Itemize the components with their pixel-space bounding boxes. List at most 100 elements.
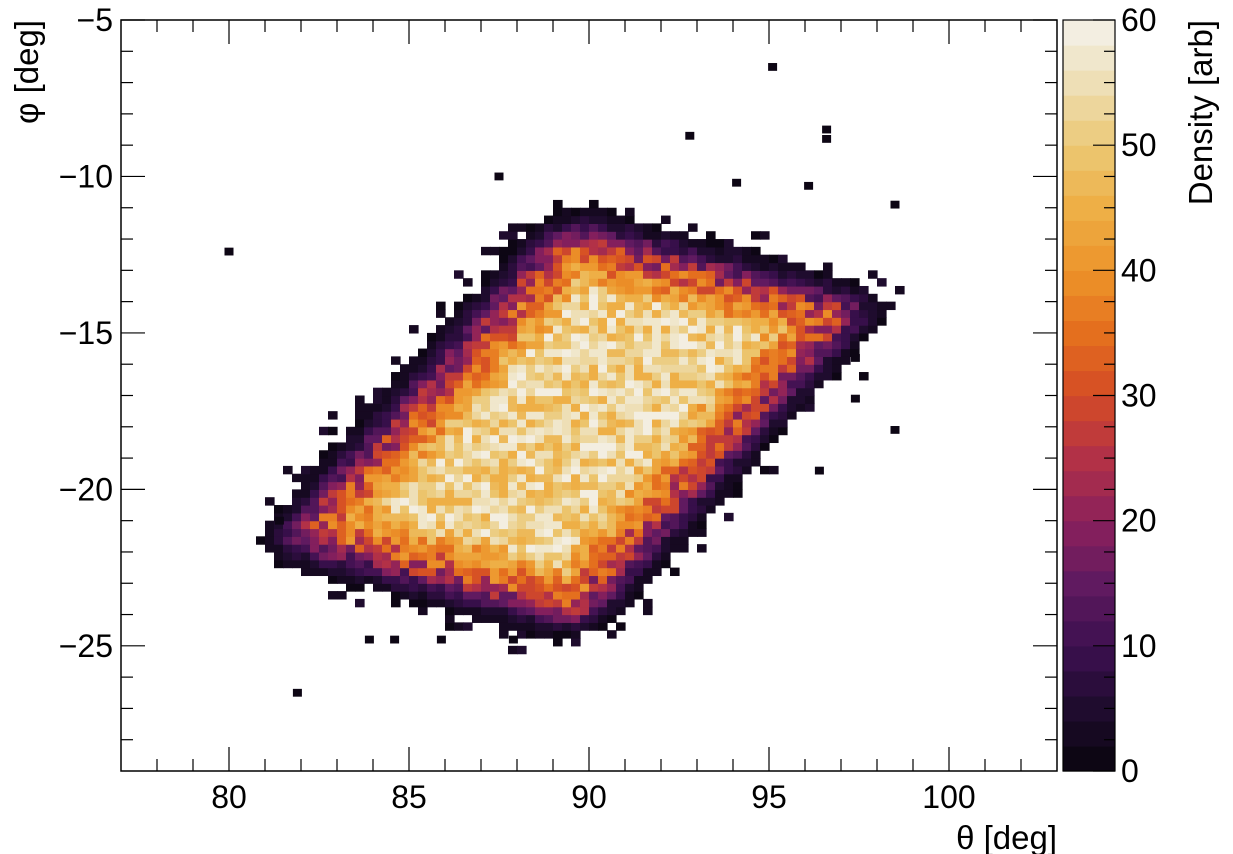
heatmap-bin — [544, 301, 554, 311]
heatmap-bin — [553, 239, 563, 248]
heatmap-bin — [427, 411, 437, 420]
colorbar-tick-label: 40 — [1121, 252, 1157, 288]
heatmap-bin — [715, 340, 725, 350]
heatmap-bin — [427, 364, 437, 373]
heatmap-bin — [553, 325, 563, 334]
heatmap-bin — [427, 418, 437, 428]
heatmap-bin — [733, 372, 743, 381]
heatmap-bin — [562, 340, 572, 350]
heatmap-bin — [553, 497, 563, 506]
heatmap-bin — [769, 332, 779, 342]
heatmap-bin — [355, 559, 365, 569]
heatmap-bin — [517, 645, 527, 655]
heatmap-bin — [778, 364, 788, 373]
heatmap-bin — [553, 301, 563, 311]
heatmap-bin — [553, 215, 563, 224]
heatmap-bin — [670, 317, 680, 326]
heatmap-bin — [724, 246, 734, 256]
heatmap-bin — [508, 356, 518, 365]
heatmap-bin — [319, 426, 329, 436]
heatmap-bin — [571, 544, 581, 553]
heatmap-bin — [454, 411, 464, 420]
heatmap-bin — [652, 403, 662, 412]
heatmap-bin — [418, 559, 428, 569]
heatmap-bin — [400, 418, 410, 428]
heatmap-bin — [517, 254, 527, 264]
heatmap-bin — [409, 489, 419, 498]
heatmap-bin — [634, 254, 644, 264]
heatmap-bin — [661, 317, 671, 326]
heatmap-bin — [607, 450, 617, 459]
heatmap-bin — [499, 434, 509, 444]
heatmap-bin — [778, 356, 788, 365]
heatmap-bin — [688, 489, 698, 498]
heatmap-bin — [796, 270, 806, 279]
heatmap-bin — [445, 497, 455, 506]
heatmap-bin — [562, 231, 572, 240]
heatmap-bin — [508, 505, 518, 514]
heatmap-bin — [760, 340, 770, 350]
heatmap-bin — [850, 309, 860, 318]
heatmap-bin — [787, 317, 797, 326]
heatmap-bin — [454, 575, 464, 584]
heatmap-bin — [463, 332, 473, 342]
heatmap-bin — [688, 411, 698, 420]
heatmap-bin — [661, 497, 671, 506]
heatmap-bin — [508, 536, 518, 545]
heatmap-bin — [760, 309, 770, 318]
heatmap-bin — [301, 512, 311, 522]
heatmap-bin — [535, 583, 545, 592]
heatmap-bin — [508, 223, 518, 232]
heatmap-bin — [841, 332, 851, 342]
heatmap-bin — [571, 231, 581, 240]
heatmap-bin — [715, 426, 725, 436]
heatmap-bin — [589, 473, 599, 483]
heatmap-bin — [661, 481, 671, 490]
heatmap-bin — [472, 598, 482, 608]
heatmap-bin — [562, 207, 572, 217]
heatmap-bin — [742, 364, 752, 373]
heatmap-bin — [355, 489, 365, 498]
heatmap-bin — [499, 465, 509, 475]
heatmap-bin — [535, 332, 545, 342]
heatmap-bin — [607, 254, 617, 264]
heatmap-bin — [823, 317, 833, 326]
heatmap-bin — [427, 598, 437, 608]
heatmap-bin — [301, 489, 311, 498]
heatmap-bin — [715, 309, 725, 318]
heatmap-bin — [607, 528, 617, 537]
heatmap-bin — [382, 575, 392, 584]
heatmap-bin — [418, 395, 428, 404]
heatmap-bin — [589, 348, 599, 357]
heatmap-bin — [625, 379, 635, 389]
heatmap-bin — [472, 317, 482, 326]
heatmap-bin — [328, 575, 338, 584]
heatmap-bin — [616, 340, 626, 350]
heatmap-bin — [796, 278, 806, 287]
heatmap-bin — [832, 372, 842, 381]
heatmap-bin — [760, 262, 770, 271]
heatmap-bin — [607, 426, 617, 436]
heatmap-bin — [454, 567, 464, 577]
heatmap-bin — [634, 458, 644, 467]
heatmap-bin — [643, 606, 653, 616]
heatmap-bin — [661, 434, 671, 444]
heatmap-bin — [769, 426, 779, 436]
heatmap-bin — [526, 512, 536, 522]
heatmap-bin — [607, 505, 617, 514]
heatmap-bin — [571, 458, 581, 467]
heatmap-bin — [517, 559, 527, 569]
heatmap-bin — [868, 301, 878, 311]
heatmap-bin — [661, 348, 671, 357]
colorbar-band — [1063, 595, 1115, 622]
heatmap-bin — [724, 278, 734, 287]
heatmap-bin — [589, 489, 599, 498]
heatmap-bin — [589, 567, 599, 577]
heatmap-bin — [526, 606, 536, 616]
heatmap-bin — [544, 489, 554, 498]
heatmap-bin — [463, 317, 473, 326]
heatmap-bin — [571, 348, 581, 357]
heatmap-bin — [814, 364, 824, 373]
heatmap-bin — [742, 309, 752, 318]
heatmap-bin — [850, 317, 860, 326]
